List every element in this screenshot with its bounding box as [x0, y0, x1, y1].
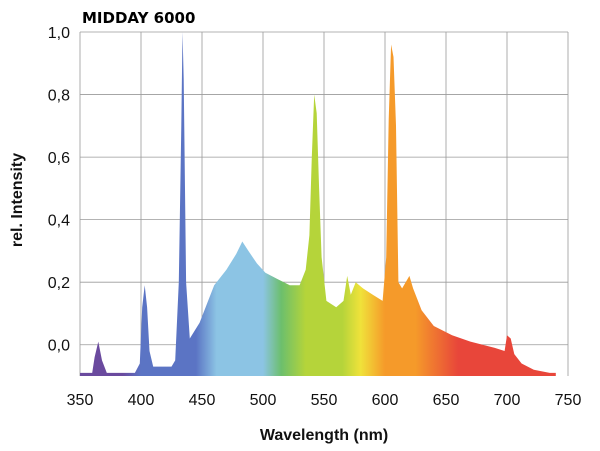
- x-tick-label: 500: [250, 392, 277, 409]
- spectral-peak-point: [410, 274, 413, 277]
- x-tick-label: 350: [67, 392, 94, 409]
- y-tick-label: 0,8: [48, 88, 70, 105]
- spectral-peak-point: [243, 240, 246, 243]
- x-tick-label: 650: [433, 392, 460, 409]
- spectrum-fill: [80, 32, 556, 376]
- x-axis-ticks: 350 400 450 500 550 600 650 700 750: [67, 392, 582, 409]
- spectrum-area: [80, 32, 556, 376]
- y-tick-label: 1,0: [48, 25, 70, 42]
- spectral-peak-point: [144, 284, 147, 287]
- chart-grid: [79, 31, 569, 376]
- y-axis-ticks: 0,0 0,2 0,4 0,6 0,8 1,0: [48, 25, 70, 355]
- x-tick-label: 550: [311, 392, 338, 409]
- x-tick-label: 700: [494, 392, 521, 409]
- x-tick-label: 600: [372, 392, 399, 409]
- x-tick-label: 750: [555, 392, 582, 409]
- y-tick-label: 0,0: [48, 338, 70, 355]
- x-axis-label: Wavelength (nm): [260, 427, 388, 444]
- x-tick-label: 400: [128, 392, 155, 409]
- y-tick-label: 0,2: [48, 275, 70, 292]
- y-axis-label: rel. Intensity: [9, 153, 26, 247]
- y-tick-label: 0,6: [48, 150, 70, 167]
- y-tick-label: 0,4: [48, 213, 70, 230]
- x-tick-label: 450: [189, 392, 216, 409]
- chart-title: MIDDAY 6000: [82, 9, 195, 27]
